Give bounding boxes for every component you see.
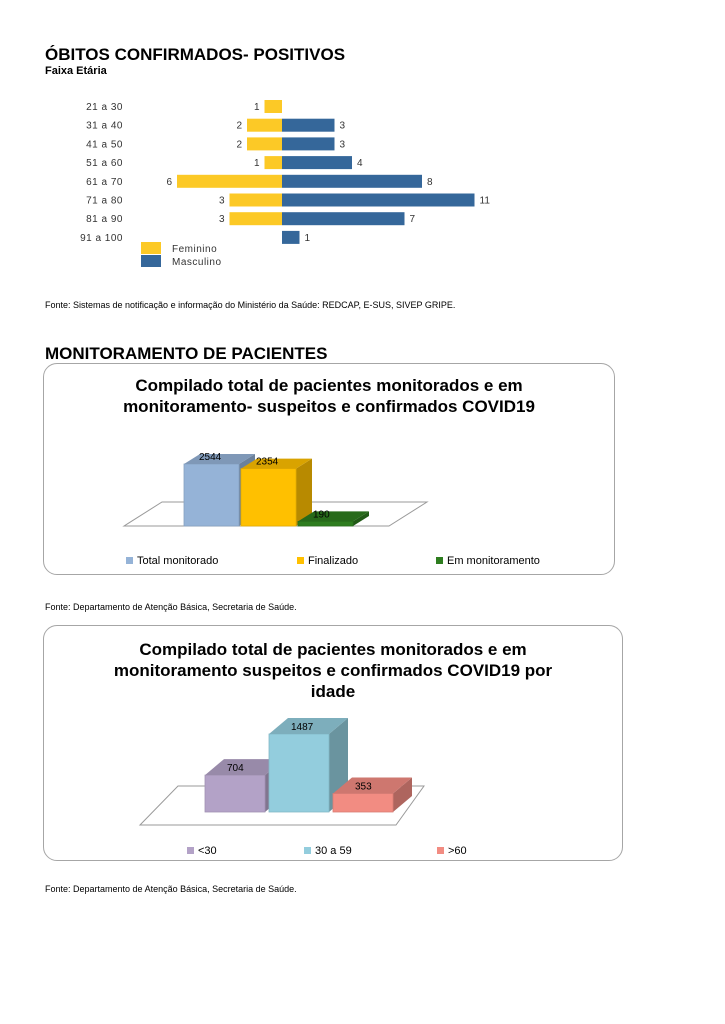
legend-label: Em monitoramento — [447, 555, 540, 567]
bar-feminino — [229, 193, 282, 207]
chart-title: Compilado total de pacientes monitorados… — [123, 376, 535, 416]
data-label: 353 — [355, 781, 372, 792]
bar-2 — [240, 468, 297, 527]
bar-masculino — [282, 174, 422, 188]
bar-top — [241, 458, 312, 469]
bar-feminino — [229, 212, 282, 226]
chart-floor — [138, 785, 425, 826]
data-label: 190 — [313, 509, 330, 520]
legend-swatch — [304, 847, 311, 854]
bar-feminino — [264, 156, 282, 170]
data-label-feminino: 6 — [166, 177, 172, 188]
bar-top — [184, 454, 255, 464]
age-tick-label: 51 a 60 — [86, 158, 123, 169]
data-label-masculino: 4 — [357, 158, 363, 169]
legend-label: <30 — [198, 845, 217, 857]
age-tick-label: 81 a 90 — [86, 214, 123, 225]
monitor-total-chart-card: Compilado total de pacientes monitorados… — [43, 363, 615, 575]
bar-feminino — [247, 118, 282, 132]
data-label-feminino: 2 — [236, 121, 242, 132]
data-label-feminino: 2 — [236, 139, 242, 150]
data-label-masculino: 3 — [340, 121, 346, 132]
bar-3 — [297, 520, 354, 527]
legend-swatch-masculino — [141, 255, 161, 267]
legend-label: Finalizado — [308, 555, 358, 567]
data-label-masculino: 7 — [410, 214, 416, 225]
bar-masculino — [282, 193, 475, 207]
obitos-title: ÓBITOS CONFIRMADOS- POSITIVOS — [45, 45, 346, 64]
bar-top — [205, 759, 284, 776]
bar-top — [333, 777, 412, 794]
data-label-feminino: 1 — [254, 102, 260, 113]
legend-swatch-feminino — [141, 242, 161, 254]
bar-side — [393, 777, 412, 812]
age-tick-label: 41 a 50 — [86, 139, 123, 150]
monitor-age-chart: 704 1487 353 <30 30 a 59 >60 — [138, 718, 467, 857]
monitor-source-2: Fonte: Departamento de Atenção Básica, S… — [45, 884, 297, 894]
data-label-masculino: 11 — [480, 196, 491, 207]
data-label-masculino: 3 — [340, 139, 346, 150]
age-tick-label: 61 a 70 — [86, 177, 123, 188]
obitos-source: Fonte: Sistemas de notificação e informa… — [45, 300, 456, 310]
legend-swatch — [436, 557, 443, 564]
bar-side — [353, 511, 369, 526]
data-label: 1487 — [291, 722, 314, 733]
age-tick-label: 71 a 80 — [86, 196, 123, 207]
data-label-feminino: 1 — [254, 158, 260, 169]
monitor-age-chart-card: Compilado total de pacientes monitorados… — [43, 625, 623, 861]
age-tick-label: 21 a 30 — [86, 102, 123, 113]
data-label-feminino: 3 — [219, 214, 225, 225]
bar-masculino — [282, 212, 405, 226]
bar-1 — [204, 774, 266, 813]
legend-label: 30 a 59 — [315, 845, 352, 857]
bar-top — [298, 511, 369, 522]
data-label: 2544 — [199, 452, 222, 463]
monitor-total-chart: 2544 2354 190 Total monitorado Finalizado Em … — [122, 452, 540, 567]
legend-label: >60 — [448, 845, 467, 857]
bar-feminino — [247, 137, 282, 151]
legend-swatch — [437, 847, 444, 854]
bar-3 — [332, 793, 394, 813]
obitos-subtitle: Faixa Etária — [45, 65, 107, 77]
bar-masculino — [282, 118, 335, 132]
legend-swatch — [187, 847, 194, 854]
data-label-feminino: 3 — [219, 196, 225, 207]
data-label-masculino: 1 — [305, 233, 311, 244]
bar-masculino — [282, 137, 335, 151]
bar-top — [269, 718, 348, 734]
legend-label-feminino: Feminino — [172, 244, 217, 255]
legend-label: Total monitorado — [137, 555, 218, 567]
monitor-title: MONITORAMENTO DE PACIENTES — [45, 344, 328, 363]
deaths-by-age-chart: 21 a 30 1 31 a 40 2 3 41 a 50 2 3 51 a 60 1 4 61 a … — [80, 100, 491, 268]
bar-masculino — [282, 156, 352, 170]
age-tick-label: 31 a 40 — [86, 121, 123, 132]
bar-1 — [183, 463, 240, 527]
age-tick-label: 91 a 100 — [80, 233, 123, 244]
legend-swatch — [126, 557, 133, 564]
bar-feminino — [177, 174, 282, 188]
monitor-source-1: Fonte: Departamento de Atenção Básica, S… — [45, 602, 297, 612]
bar-side — [296, 458, 312, 526]
bar-feminino — [264, 100, 282, 113]
legend-label-masculino: Masculino — [172, 257, 222, 268]
data-label-masculino: 8 — [427, 177, 433, 188]
bar-2 — [268, 733, 330, 813]
legend-swatch — [297, 557, 304, 564]
data-label: 2354 — [256, 457, 279, 468]
chart-title: Compilado total de pacientes monitorados… — [113, 640, 553, 701]
bar-masculino — [282, 230, 300, 244]
data-label: 704 — [227, 763, 244, 774]
